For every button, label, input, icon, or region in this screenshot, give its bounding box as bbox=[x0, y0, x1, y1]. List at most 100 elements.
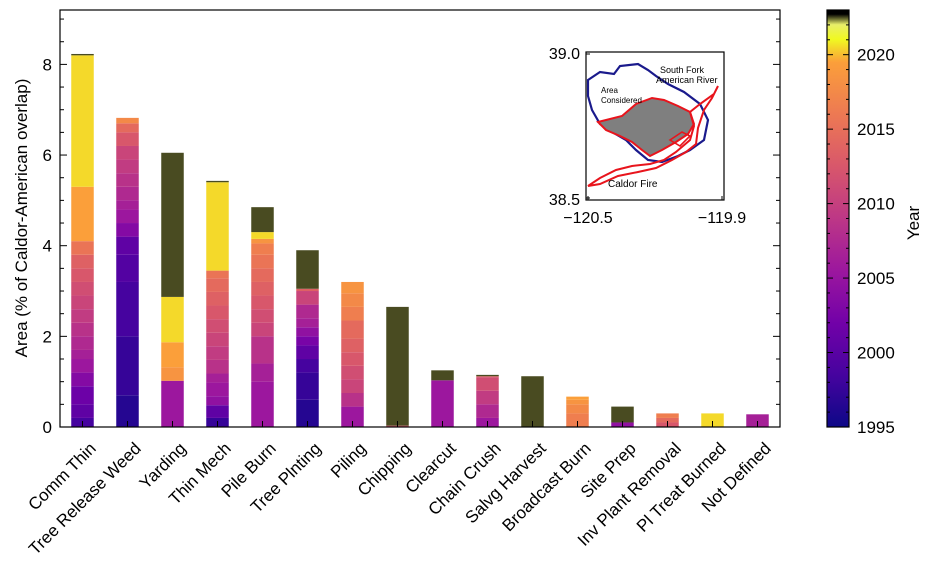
bar-segment bbox=[71, 336, 94, 350]
bar-stack bbox=[251, 207, 274, 427]
bar-stack bbox=[206, 180, 229, 427]
bar-segment bbox=[161, 380, 184, 427]
plot-frame bbox=[59, 9, 781, 428]
bar-segment bbox=[206, 291, 229, 306]
caldor-fire-outline bbox=[587, 85, 719, 187]
bar-segment bbox=[116, 254, 139, 282]
bar-segment bbox=[116, 159, 139, 174]
bar-segment bbox=[656, 417, 679, 423]
bar-segment bbox=[476, 390, 499, 405]
bar-segment bbox=[296, 250, 319, 289]
y-axis-label: Area (% of Caldor-American overlap) bbox=[12, 79, 31, 358]
bar-segment bbox=[386, 306, 409, 426]
y-tick-label: 8 bbox=[43, 55, 52, 74]
bar-stack bbox=[71, 53, 94, 427]
inset-river-label-1: South Fork bbox=[660, 65, 705, 75]
bar-stack bbox=[386, 306, 409, 427]
colorbar-tick-label: 2005 bbox=[857, 269, 895, 288]
bar-segment bbox=[476, 376, 499, 378]
bar-stack bbox=[161, 152, 184, 427]
inset-map: South Fork American River Area Considere… bbox=[549, 46, 746, 227]
bar-segment bbox=[476, 377, 499, 391]
bar-segment bbox=[341, 365, 364, 380]
bar-segment bbox=[161, 296, 184, 343]
bar-segment bbox=[206, 405, 229, 418]
bar-segment bbox=[476, 404, 499, 418]
inset-lon-label-left: −120.5 bbox=[563, 210, 612, 227]
y-tick-label: 0 bbox=[43, 418, 52, 437]
bar-stack bbox=[701, 413, 724, 427]
bar-segment bbox=[566, 399, 589, 405]
bar-segment bbox=[71, 322, 94, 337]
y-ticks: 0 2 4 6 8 bbox=[43, 18, 780, 437]
bar-segment bbox=[116, 209, 139, 224]
bar-segment bbox=[431, 370, 454, 381]
inset-lat-label-bottom: 38.5 bbox=[549, 192, 580, 209]
bar-segment bbox=[71, 295, 94, 310]
bar-segment bbox=[71, 404, 94, 418]
bar-segment bbox=[206, 332, 229, 347]
bar-segment bbox=[341, 379, 364, 394]
bar-segment bbox=[71, 268, 94, 282]
inset-river-label-2: American River bbox=[656, 75, 718, 85]
bar-segment bbox=[251, 238, 274, 244]
bar-stack bbox=[566, 396, 589, 427]
bar-segment bbox=[206, 305, 229, 320]
bar-segment bbox=[296, 359, 319, 373]
bar-segment bbox=[71, 372, 94, 387]
bar-segment bbox=[116, 132, 139, 146]
inset-area-label-2: Considered bbox=[601, 96, 642, 105]
bar-segment bbox=[341, 338, 364, 353]
bar-segment bbox=[161, 152, 184, 297]
bar-segment bbox=[296, 399, 319, 427]
bar-segment bbox=[296, 291, 319, 305]
inset-fire-label: Caldor Fire bbox=[608, 179, 658, 190]
bar-segment bbox=[251, 309, 274, 323]
bar-stack bbox=[431, 370, 454, 427]
bar-segment bbox=[116, 173, 139, 187]
bars-layer bbox=[71, 53, 769, 427]
colorbar-gradient bbox=[826, 9, 850, 428]
bar-segment bbox=[206, 396, 229, 406]
caldor-fire-east-lobe bbox=[668, 131, 692, 148]
bar-segment bbox=[341, 393, 364, 407]
colorbar: 1995 2000 2005 2010 2015 2020 Year bbox=[826, 9, 923, 437]
bar-segment bbox=[71, 281, 94, 296]
bar-segment bbox=[431, 380, 454, 427]
bar-segment bbox=[296, 327, 319, 337]
bar-segment bbox=[746, 414, 769, 427]
bar-segment bbox=[521, 376, 544, 427]
bar-segment bbox=[206, 278, 229, 292]
bar-segment bbox=[71, 349, 94, 360]
bar-segment bbox=[116, 123, 139, 133]
bar-segment bbox=[341, 293, 364, 307]
bar-segment bbox=[206, 319, 229, 333]
bar-segment bbox=[566, 404, 589, 414]
bar-segment bbox=[206, 346, 229, 360]
bar-segment bbox=[206, 180, 229, 183]
bar-segment bbox=[206, 182, 229, 271]
bar-segment bbox=[71, 359, 94, 373]
bar-segment bbox=[206, 373, 229, 383]
bar-segment bbox=[341, 352, 364, 366]
bar-stack bbox=[521, 376, 544, 427]
bar-segment bbox=[251, 295, 274, 310]
bar-segment bbox=[71, 386, 94, 405]
bar-stack bbox=[341, 281, 364, 427]
bar-segment bbox=[71, 53, 94, 56]
bar-segment bbox=[341, 281, 364, 294]
bar-segment bbox=[566, 413, 589, 427]
bar-segment bbox=[251, 381, 274, 427]
y-tick-label: 6 bbox=[43, 146, 52, 165]
bar-segment bbox=[701, 413, 724, 427]
bar-segment bbox=[116, 223, 139, 237]
bar-stack bbox=[116, 117, 139, 427]
bar-segment bbox=[341, 320, 364, 339]
bar-segment bbox=[341, 406, 364, 427]
bar-segment bbox=[251, 281, 274, 296]
bar-segment bbox=[116, 117, 139, 124]
bar-segment bbox=[251, 322, 274, 337]
inset-lat-label-top: 39.0 bbox=[549, 46, 580, 63]
bar-segment bbox=[251, 363, 274, 382]
